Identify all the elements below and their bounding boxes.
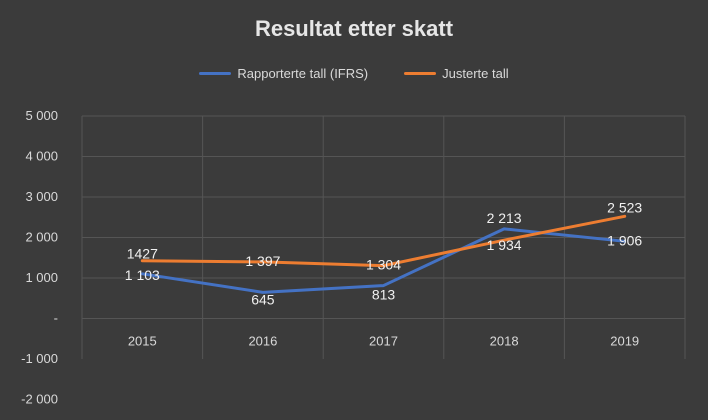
- x-tick-label: 2018: [490, 334, 519, 349]
- data-label: 1 304: [366, 257, 401, 273]
- legend-swatch-reported: [199, 72, 232, 75]
- series-line-adjusted: [140, 214, 627, 268]
- x-tick-label: 2017: [369, 334, 398, 349]
- data-label: 2 213: [487, 210, 522, 226]
- legend: Rapporterte tall (IFRS) Justerte tall: [0, 66, 708, 81]
- x-tick-label: 2019: [610, 334, 639, 349]
- chart-title: Resultat etter skatt: [254, 16, 454, 41]
- data-label: 645: [251, 291, 275, 307]
- x-tick-label: 2016: [248, 334, 277, 349]
- y-tick-label: -2 000: [21, 392, 58, 407]
- data-label: 2 523: [607, 199, 642, 215]
- data-label: 1 934: [487, 237, 522, 253]
- data-label: 813: [372, 287, 396, 303]
- y-tick-label: 4 000: [25, 149, 58, 164]
- y-tick-label: 2 000: [25, 230, 58, 245]
- legend-label-reported: Rapporterte tall (IFRS): [237, 66, 369, 81]
- y-tick-label: -: [54, 311, 58, 326]
- y-tick-label: 5 000: [25, 108, 58, 123]
- y-tick-label: -1 000: [21, 351, 58, 366]
- legend-item-adjusted: Justerte tall: [404, 66, 509, 81]
- legend-label-adjusted: Justerte tall: [442, 66, 509, 81]
- data-label: 1 906: [607, 232, 642, 248]
- x-tick-label: 2015: [128, 334, 157, 349]
- data-label: 1 397: [245, 253, 280, 269]
- data-label: 1427: [127, 246, 158, 262]
- legend-swatch-adjusted: [404, 72, 437, 75]
- legend-item-reported: Rapporterte tall (IFRS): [199, 66, 368, 81]
- data-label: 1 103: [125, 267, 160, 283]
- y-tick-label: 1 000: [25, 270, 58, 285]
- y-tick-label: 3 000: [25, 189, 58, 204]
